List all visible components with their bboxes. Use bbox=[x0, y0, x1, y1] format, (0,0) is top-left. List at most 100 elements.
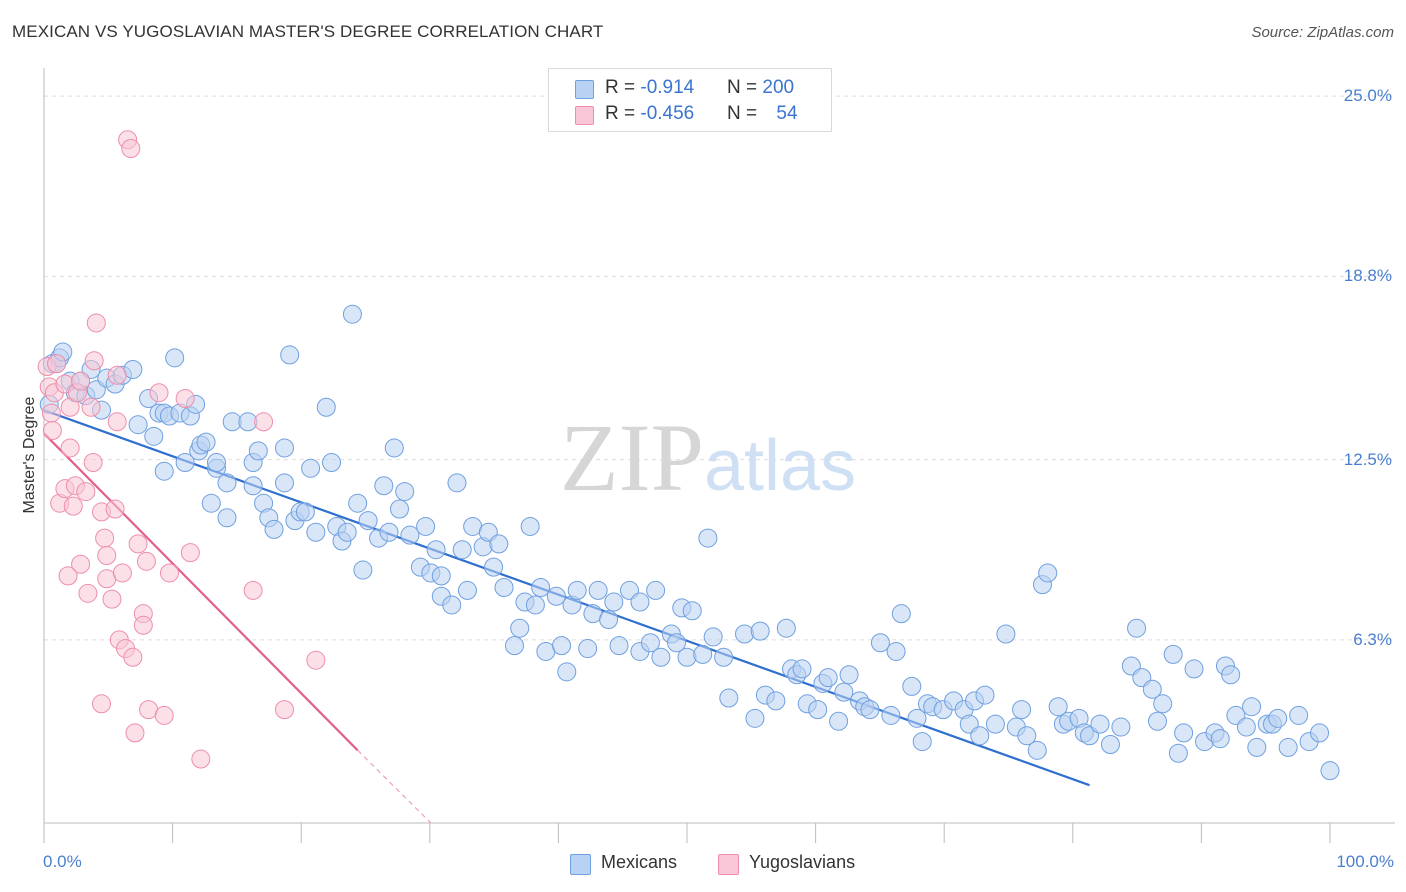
point-mexicans bbox=[1289, 705, 1309, 725]
bottom-legend-label-mexicans: Mexicans bbox=[601, 852, 678, 872]
point-mexicans bbox=[400, 525, 420, 545]
point-yugoslavians bbox=[102, 589, 122, 609]
point-mexicans bbox=[280, 345, 300, 365]
point-yugoslavians bbox=[105, 499, 125, 519]
point-yugoslavians bbox=[112, 563, 132, 583]
point-mexicans bbox=[1012, 700, 1032, 720]
point-yugoslavians bbox=[123, 647, 143, 667]
point-mexicans bbox=[604, 592, 624, 612]
watermark-zip: ZIP bbox=[560, 404, 704, 511]
point-yugoslavians bbox=[243, 580, 263, 600]
y-axis-label: Master's Degree bbox=[21, 396, 38, 514]
bottom-legend-label-yugoslavians: Yugoslavians bbox=[749, 852, 856, 872]
point-mexicans bbox=[985, 714, 1005, 734]
point-mexicans bbox=[912, 732, 932, 752]
point-yugoslavians bbox=[254, 412, 274, 432]
point-mexicans bbox=[834, 682, 854, 702]
legend-swatch-mexicans bbox=[575, 80, 594, 99]
point-mexicans bbox=[719, 688, 739, 708]
point-mexicans bbox=[395, 482, 415, 502]
point-mexicans bbox=[881, 705, 901, 725]
point-mexicans bbox=[870, 633, 890, 653]
point-yugoslavians bbox=[121, 138, 141, 158]
point-mexicans bbox=[557, 662, 577, 682]
point-yugoslavians bbox=[180, 543, 200, 563]
point-yugoslavians bbox=[58, 566, 78, 586]
point-mexicans bbox=[128, 415, 148, 435]
point-mexicans bbox=[891, 604, 911, 624]
point-mexicans bbox=[1247, 737, 1267, 757]
point-mexicans bbox=[484, 557, 504, 577]
point-mexicans bbox=[996, 624, 1016, 644]
point-mexicans bbox=[567, 580, 587, 600]
point-mexicans bbox=[1038, 563, 1058, 583]
legend-r-mexicans: R = -0.914 bbox=[605, 77, 695, 98]
point-yugoslavians bbox=[154, 705, 174, 725]
point-mexicans bbox=[374, 476, 394, 496]
bottom-legend-swatch-yugoslavians bbox=[718, 854, 739, 875]
point-mexicans bbox=[682, 601, 702, 621]
point-mexicans bbox=[264, 519, 284, 539]
point-mexicans bbox=[379, 522, 399, 542]
point-mexicans bbox=[1320, 761, 1340, 781]
trend-line-yugoslavians bbox=[43, 432, 359, 752]
source-credit: Source: ZipAtlas.com bbox=[1251, 24, 1394, 41]
point-yugoslavians bbox=[78, 583, 98, 603]
point-mexicans bbox=[839, 665, 859, 685]
point-mexicans bbox=[342, 304, 362, 324]
legend-row-mexicans: R = -0.914 N = 200 bbox=[549, 77, 831, 101]
point-mexicans bbox=[698, 528, 718, 548]
bottom-legend-swatch-mexicans bbox=[570, 854, 591, 875]
point-yugoslavians bbox=[133, 615, 153, 635]
point-mexicans bbox=[243, 476, 263, 496]
point-mexicans bbox=[1210, 729, 1230, 749]
point-mexicans bbox=[808, 700, 828, 720]
axes bbox=[43, 68, 1395, 843]
point-mexicans bbox=[546, 586, 566, 606]
point-mexicans bbox=[792, 659, 812, 679]
point-mexicans bbox=[1153, 694, 1173, 714]
point-mexicans bbox=[175, 452, 195, 472]
point-mexicans bbox=[348, 493, 368, 513]
point-mexicans bbox=[1127, 618, 1147, 638]
point-mexicans bbox=[196, 432, 216, 452]
point-mexicans bbox=[431, 566, 451, 586]
point-mexicans bbox=[1184, 659, 1204, 679]
point-mexicans bbox=[1142, 679, 1162, 699]
point-mexicans bbox=[1090, 714, 1110, 734]
point-mexicans bbox=[1310, 723, 1330, 743]
point-mexicans bbox=[504, 636, 524, 656]
point-mexicans bbox=[274, 438, 294, 458]
point-yugoslavians bbox=[274, 700, 294, 720]
point-mexicans bbox=[1027, 740, 1047, 760]
point-yugoslavians bbox=[63, 496, 83, 516]
point-yugoslavians bbox=[107, 412, 127, 432]
point-mexicans bbox=[337, 522, 357, 542]
point-mexicans bbox=[165, 348, 185, 368]
point-mexicans bbox=[651, 647, 671, 667]
point-yugoslavians bbox=[71, 554, 91, 574]
point-yugoslavians bbox=[41, 403, 61, 423]
point-yugoslavians bbox=[191, 749, 211, 769]
point-mexicans bbox=[714, 647, 734, 667]
point-mexicans bbox=[494, 578, 514, 598]
legend-n-mexicans: N = 200 bbox=[727, 77, 795, 98]
point-mexicans bbox=[201, 493, 221, 513]
point-yugoslavians bbox=[95, 528, 115, 548]
point-mexicans bbox=[750, 621, 770, 641]
point-mexicans bbox=[452, 540, 472, 560]
trend-line-yugoslavians-extension bbox=[357, 749, 432, 824]
point-yugoslavians bbox=[149, 383, 169, 403]
point-mexicans bbox=[1174, 723, 1194, 743]
point-mexicans bbox=[389, 499, 409, 519]
point-yugoslavians bbox=[107, 365, 127, 385]
point-mexicans bbox=[447, 473, 467, 493]
x-tick-label-min: 0.0% bbox=[43, 852, 82, 871]
y-tick-label: 12.5% bbox=[1343, 449, 1392, 469]
point-yugoslavians bbox=[128, 534, 148, 554]
chart-title: MEXICAN VS YUGOSLAVIAN MASTER'S DEGREE C… bbox=[12, 22, 604, 41]
point-mexicans bbox=[693, 644, 713, 664]
point-yugoslavians bbox=[84, 351, 104, 371]
point-mexicans bbox=[426, 540, 446, 560]
